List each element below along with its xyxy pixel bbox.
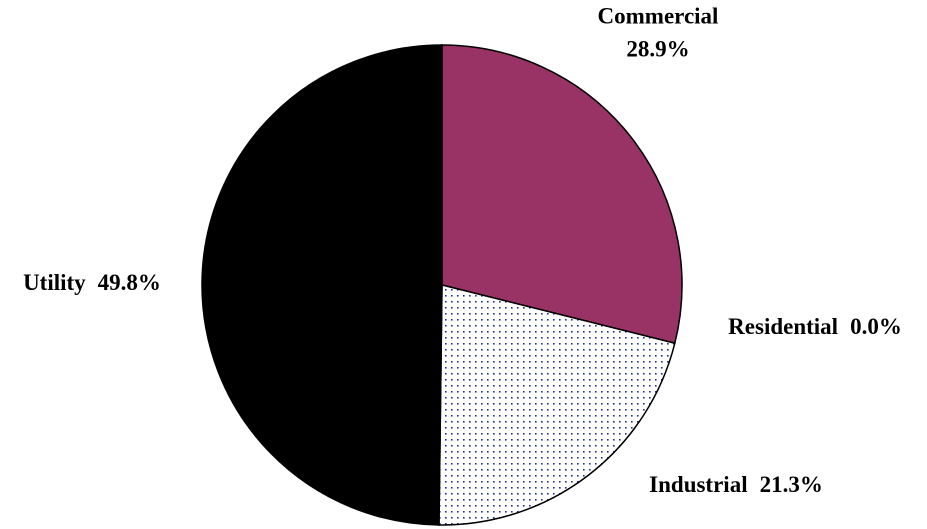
- slice-value-label: 49.8%: [98, 270, 161, 295]
- slice-label: Industrial: [649, 472, 747, 497]
- slice-value-label: 21.3%: [760, 472, 823, 497]
- pie-slice: [201, 44, 443, 526]
- slice-label: Commercial: [598, 3, 719, 28]
- pie-slice: [438, 284, 676, 526]
- slice-label: Residential: [728, 314, 838, 339]
- pie-slice: [441, 44, 683, 345]
- slice-label: Utility: [23, 270, 86, 295]
- slice-label-group: Industrial 21.3%: [649, 472, 823, 497]
- slice-label-group: Residential 0.0%: [728, 314, 902, 339]
- slice-value-label: 0.0%: [850, 314, 902, 339]
- slice-label-group: Utility 49.8%: [23, 270, 161, 295]
- slice-value-label: 28.9%: [626, 36, 689, 61]
